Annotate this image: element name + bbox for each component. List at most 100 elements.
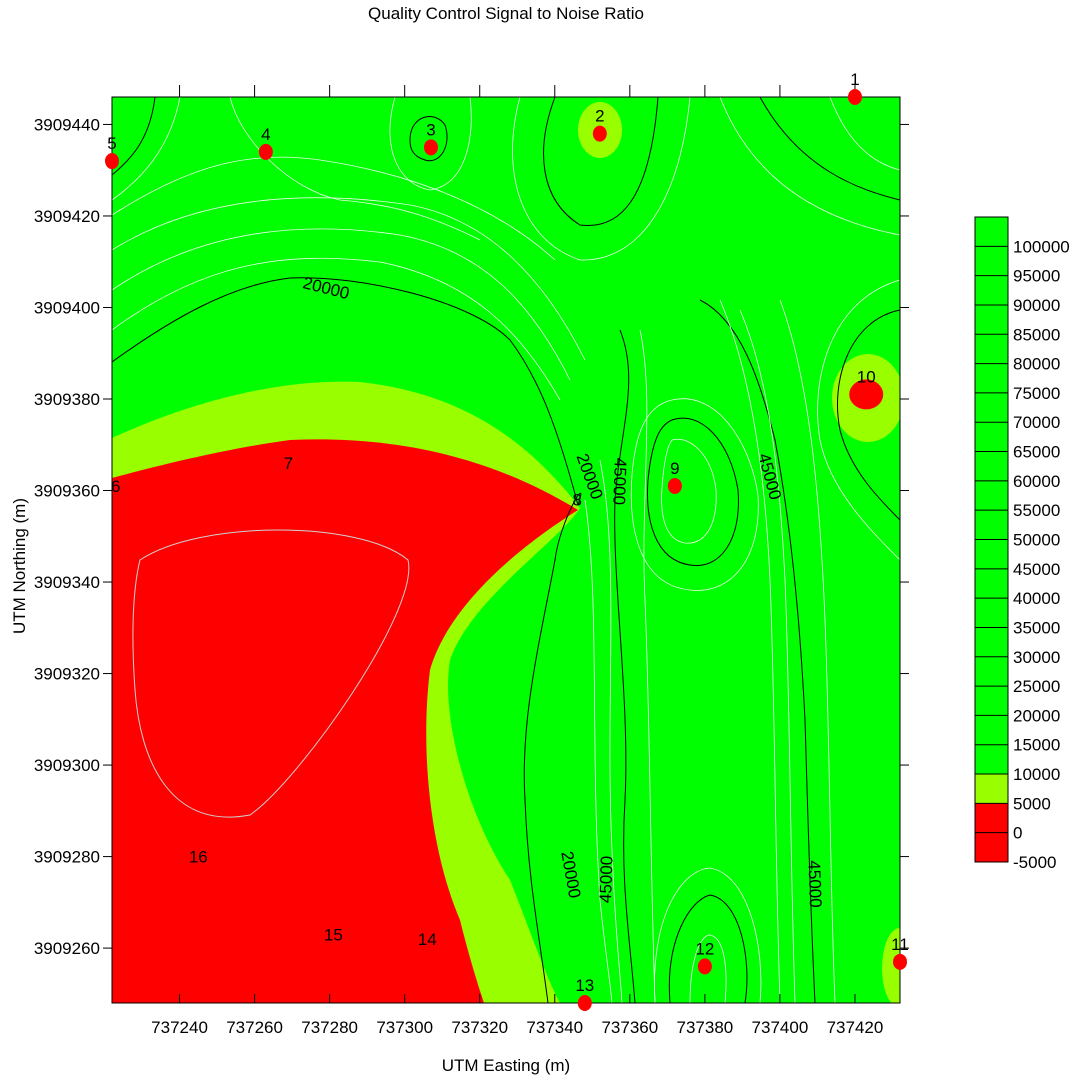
station-label: 4 <box>261 125 270 144</box>
station-label: 11 <box>891 935 909 954</box>
x-axis: 737240 737260 737280 737300 737320 737340 7373… <box>151 85 883 1037</box>
colorbar-label: 60000 <box>1013 472 1060 491</box>
station-label: 2 <box>595 107 604 126</box>
contour-line <box>523 492 582 1003</box>
colorbar-label: 20000 <box>1013 706 1060 725</box>
contour-line <box>817 279 900 561</box>
y-tick-label: 3909360 <box>34 482 100 501</box>
contour-line <box>112 257 561 401</box>
y-axis: 3909260 3909280 3909300 3909320 3909340 39093… <box>34 115 909 958</box>
station-marker <box>667 477 682 494</box>
station-marker <box>847 89 862 105</box>
contour-line <box>112 97 156 176</box>
chart-title: Quality Control Signal to Noise Ratio <box>368 4 644 23</box>
colorbar-label: 55000 <box>1013 501 1060 520</box>
station-label: 16 <box>189 848 208 867</box>
colorbar-frame <box>974 216 1009 863</box>
x-tick-label: 737280 <box>301 1018 358 1037</box>
contour-line <box>647 417 739 567</box>
y-tick-label: 3909280 <box>34 848 100 867</box>
colorbar-label: -5000 <box>1013 853 1056 872</box>
contour-lines <box>112 97 900 1003</box>
contour-line <box>112 228 571 381</box>
colorbar-label: 25000 <box>1013 677 1060 696</box>
station-marker <box>105 153 119 170</box>
y-tick-label: 3909260 <box>34 939 100 958</box>
station-marker <box>697 958 712 975</box>
colorbar-label: 30000 <box>1013 648 1060 667</box>
colorbar-label: 10000 <box>1013 765 1060 784</box>
station-label: 6 <box>111 477 120 496</box>
contour-line <box>829 97 900 171</box>
contour-line <box>759 97 900 201</box>
contour-line <box>639 329 656 1003</box>
contour-label: 45000 <box>596 855 617 903</box>
contour-line <box>599 459 623 1003</box>
contour-line <box>654 867 762 1003</box>
contour-line <box>699 299 816 1003</box>
station-marker <box>577 995 592 1011</box>
y-tick-label: 3909300 <box>34 756 100 775</box>
colorbar-label: 90000 <box>1013 296 1060 315</box>
x-tick-label: 737260 <box>226 1018 283 1037</box>
station-label: 3 <box>426 120 435 139</box>
contour-line <box>689 934 727 1003</box>
filled-contours <box>112 97 900 1003</box>
contour-line <box>229 97 481 241</box>
y-tick-label: 3909320 <box>34 665 100 684</box>
colorbar-label: 85000 <box>1013 325 1060 344</box>
contour-label: 45000 <box>804 860 825 908</box>
x-tick-label: 737340 <box>526 1018 583 1037</box>
station-label: 5 <box>107 134 116 153</box>
station-marker <box>893 953 907 970</box>
contour-line <box>512 97 691 261</box>
contour-line <box>112 97 181 201</box>
colorbar-label: 5000 <box>1013 794 1051 813</box>
contour-label: 45000 <box>609 457 630 505</box>
station-marker <box>258 143 273 160</box>
contour-line <box>584 499 613 1003</box>
station-marker <box>423 139 438 156</box>
station-label: 14 <box>418 930 437 949</box>
station-label: 7 <box>284 454 293 473</box>
contour-line <box>112 156 556 261</box>
contour-line <box>719 97 900 236</box>
colorbar-label: 40000 <box>1013 589 1060 608</box>
colorbar-label: 35000 <box>1013 618 1060 637</box>
contour-line <box>661 438 717 544</box>
x-tick-label: 737360 <box>601 1018 658 1037</box>
colorbar-label: 75000 <box>1013 384 1060 403</box>
colorbar-label: 70000 <box>1013 413 1060 432</box>
y-tick-label: 3909400 <box>34 298 100 317</box>
contour-line <box>779 299 836 1003</box>
band-low-region <box>112 439 578 1003</box>
station-marker <box>592 125 607 142</box>
colorbar-legend: -5000 0 5000 10000 15000 20000 25000 30000 35000… <box>974 216 1070 872</box>
colorbar-label: 15000 <box>1013 736 1060 755</box>
x-tick-label: 737400 <box>752 1018 809 1037</box>
colorbar-label: 45000 <box>1013 560 1060 579</box>
contour-line <box>112 197 586 361</box>
colorbar-label: 95000 <box>1013 267 1060 286</box>
colorbar-label: 100000 <box>1013 237 1070 256</box>
x-tick-label: 737380 <box>677 1018 734 1037</box>
station-label: 1 <box>850 70 859 89</box>
colorbar-label: 50000 <box>1013 531 1060 550</box>
y-tick-label: 3909380 <box>34 390 100 409</box>
contour-line <box>614 329 636 1003</box>
x-tick-label: 737320 <box>451 1018 508 1037</box>
plot-frame <box>111 96 901 1004</box>
y-axis-label: UTM Northing (m) <box>10 498 29 635</box>
contour-line <box>389 97 472 191</box>
contour-line <box>409 116 448 162</box>
station-label: 10 <box>857 367 876 386</box>
band-mid-region-11 <box>882 928 900 1003</box>
station-marker <box>849 379 884 410</box>
colorbar-label: 80000 <box>1013 355 1060 374</box>
station-label: 13 <box>575 976 594 995</box>
colorbar-label: 0 <box>1013 824 1022 843</box>
colorbar-swatch <box>975 774 1008 804</box>
x-tick-label: 737240 <box>151 1018 208 1037</box>
